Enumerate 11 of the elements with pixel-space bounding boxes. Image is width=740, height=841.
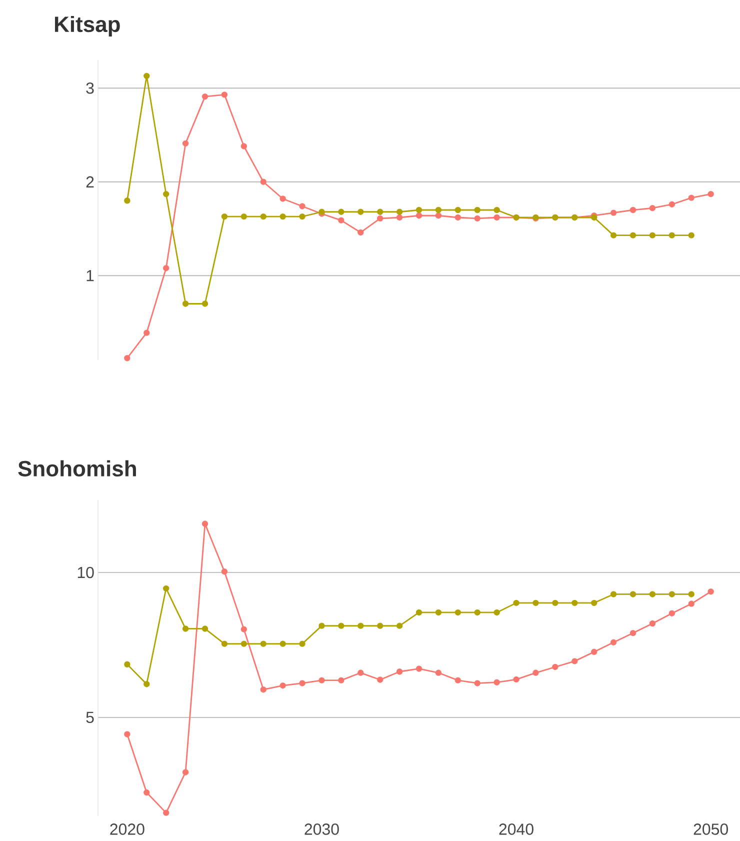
x-tick-label: 2030 (304, 824, 339, 835)
chart-title: Kitsap (55, 16, 120, 36)
y-tick-label: 2 (86, 176, 94, 188)
y-tick-label: 5 (86, 712, 94, 724)
y-tick-label: 1 (86, 270, 94, 282)
x-tick-label: 2050 (694, 824, 728, 835)
x-tick-label: 2040 (499, 824, 534, 835)
chart-title: Snohomish (18, 460, 136, 476)
y-tick-label: 3 (86, 82, 94, 94)
y-tick-label: 10 (78, 566, 94, 578)
x-tick-label: 2020 (110, 824, 144, 835)
